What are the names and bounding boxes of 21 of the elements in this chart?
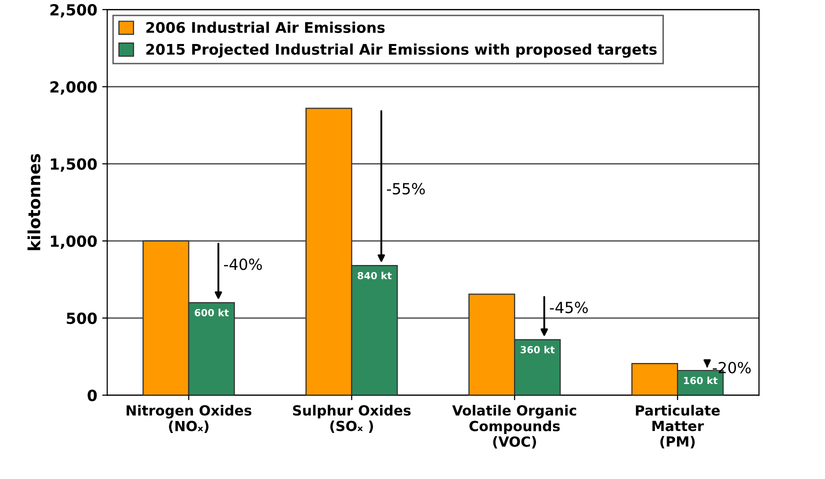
- annotation: -20%: [712, 362, 751, 374]
- y-tick-label: 2,000: [50, 81, 97, 95]
- data-label: 600 kt: [194, 308, 229, 316]
- annotation: -45%: [550, 302, 588, 314]
- y-tick-label: 500: [66, 312, 97, 324]
- x-tick-label: Volatile Organic Compounds (VOC): [452, 404, 576, 448]
- y-tick-label: 0: [88, 390, 97, 402]
- x-tick-label: Particulate Matter (PM): [636, 404, 720, 448]
- legend-label: 2015 Projected Industrial Air Emissions with proposed targets: [146, 44, 657, 58]
- y-axis-title: kilotonnes: [28, 154, 40, 250]
- data-label: 160 kt: [684, 376, 718, 384]
- legend-label: 2006 Industrial Air Emissions: [146, 22, 385, 33]
- data-label: 360 kt: [520, 346, 555, 354]
- y-tick-label: 2,500: [50, 4, 97, 18]
- annotation: -55%: [386, 182, 425, 194]
- y-tick-label: 1,000: [50, 235, 97, 249]
- y-tick-label: 1,500: [50, 158, 97, 172]
- annotation: -40%: [224, 258, 262, 270]
- x-tick-label: Sulphur Oxides (SOₓ ): [293, 404, 411, 433]
- data-label: 840 kt: [358, 272, 392, 280]
- x-tick-label: Nitrogen Oxides (NOₓ): [126, 404, 252, 433]
